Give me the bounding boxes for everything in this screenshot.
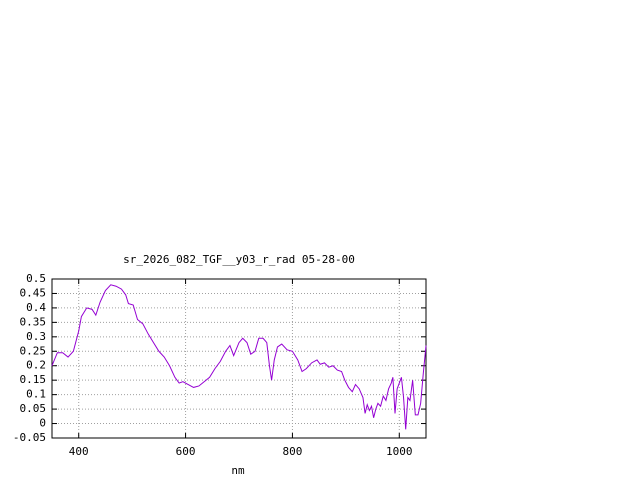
y-tick-label: 0.5	[26, 272, 46, 285]
y-tick-label: -0.05	[13, 431, 46, 444]
y-tick-label: 0.45	[20, 286, 47, 299]
x-tick-label: 400	[69, 445, 89, 458]
x-tick-label: 1000	[386, 445, 413, 458]
y-tick-label: 0.15	[20, 373, 47, 386]
x-tick-label: 600	[176, 445, 196, 458]
plot-border	[51, 278, 427, 439]
y-tick-label: 0	[39, 417, 46, 430]
y-tick-label: 0.25	[20, 344, 47, 357]
y-tick-label: 0.05	[20, 402, 47, 415]
data-line	[51, 284, 427, 430]
y-tick-label: 0.4	[26, 301, 46, 314]
y-tick-label: 0.3	[26, 330, 46, 343]
chart-title: sr_2026_082_TGF__y03_r_rad 05-28-00	[123, 253, 355, 266]
y-tick-label: 0.35	[20, 315, 47, 328]
x-axis-label: nm	[231, 464, 245, 477]
y-tick-label: 0.2	[26, 359, 46, 372]
x-tick-label: 800	[282, 445, 302, 458]
y-tick-label: 0.1	[26, 388, 46, 401]
